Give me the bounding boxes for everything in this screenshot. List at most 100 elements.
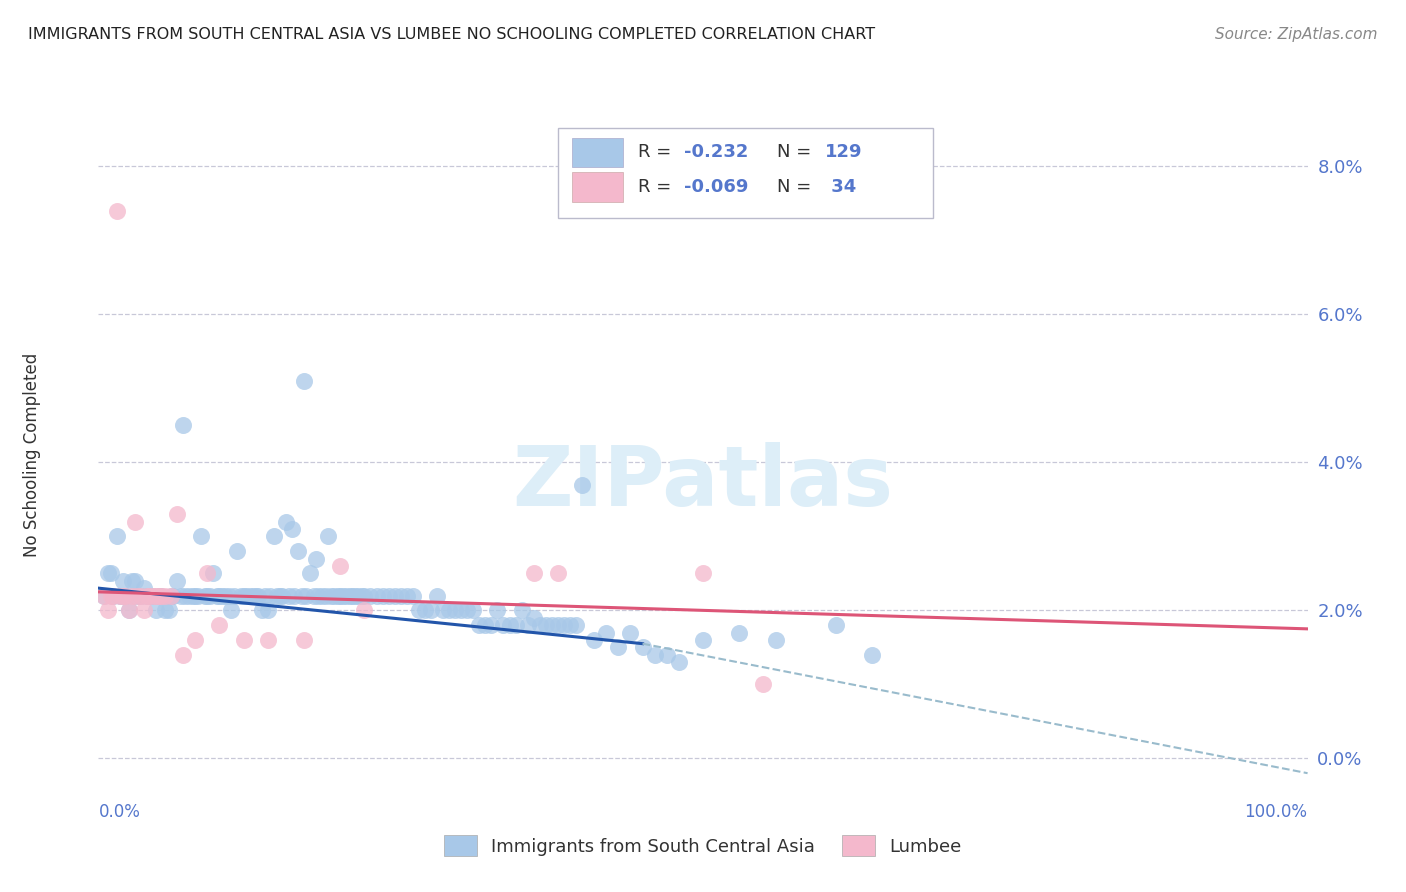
- Point: [269, 589, 291, 603]
- Point: [305, 551, 328, 566]
- Point: [644, 648, 666, 662]
- Point: [118, 603, 141, 617]
- Point: [114, 589, 136, 603]
- Point: [187, 589, 209, 603]
- Point: [765, 632, 787, 647]
- Point: [450, 603, 472, 617]
- Point: [169, 589, 191, 603]
- Text: No Schooling Completed: No Schooling Completed: [22, 353, 41, 557]
- Point: [553, 618, 575, 632]
- Point: [420, 603, 443, 617]
- Point: [160, 589, 183, 603]
- Legend: Immigrants from South Central Asia, Lumbee: Immigrants from South Central Asia, Lumb…: [437, 828, 969, 863]
- Point: [271, 589, 294, 603]
- Point: [205, 589, 228, 603]
- Point: [148, 589, 170, 603]
- Point: [474, 618, 496, 632]
- Point: [160, 589, 183, 603]
- Point: [129, 589, 152, 603]
- Point: [323, 589, 346, 603]
- Point: [162, 589, 184, 603]
- Point: [498, 618, 520, 632]
- Point: [360, 589, 382, 603]
- Point: [395, 589, 418, 603]
- Point: [97, 566, 120, 581]
- Point: [101, 589, 124, 603]
- Point: [105, 203, 128, 218]
- Text: -0.069: -0.069: [683, 178, 748, 196]
- Point: [492, 618, 515, 632]
- Point: [353, 603, 375, 617]
- Point: [308, 589, 330, 603]
- Point: [250, 603, 273, 617]
- Point: [523, 611, 546, 625]
- Point: [263, 529, 285, 543]
- Point: [166, 574, 188, 588]
- Point: [172, 418, 194, 433]
- Point: [315, 589, 337, 603]
- Point: [329, 558, 352, 573]
- Point: [595, 625, 617, 640]
- Point: [111, 574, 134, 588]
- Point: [547, 618, 569, 632]
- Point: [226, 544, 249, 558]
- Point: [384, 589, 406, 603]
- Point: [166, 507, 188, 521]
- Text: R =: R =: [638, 178, 676, 196]
- Point: [195, 589, 218, 603]
- Point: [529, 618, 551, 632]
- Point: [145, 603, 167, 617]
- Point: [211, 589, 233, 603]
- Text: R =: R =: [638, 144, 676, 161]
- Point: [256, 632, 278, 647]
- Point: [93, 589, 115, 603]
- Point: [619, 625, 641, 640]
- Point: [292, 374, 315, 388]
- Point: [468, 618, 491, 632]
- Point: [371, 589, 394, 603]
- Point: [311, 589, 333, 603]
- Point: [402, 589, 425, 603]
- Point: [295, 589, 318, 603]
- Point: [254, 589, 277, 603]
- Point: [332, 589, 354, 603]
- Point: [353, 589, 375, 603]
- Text: 100.0%: 100.0%: [1244, 803, 1308, 821]
- Point: [157, 603, 180, 617]
- Point: [232, 589, 254, 603]
- Point: [145, 589, 167, 603]
- Point: [184, 589, 207, 603]
- Point: [208, 618, 231, 632]
- Point: [292, 632, 315, 647]
- Point: [138, 589, 160, 603]
- Point: [127, 589, 149, 603]
- Point: [413, 603, 436, 617]
- Point: [121, 574, 143, 588]
- Point: [195, 566, 218, 581]
- Point: [607, 640, 630, 655]
- Point: [232, 632, 254, 647]
- Point: [583, 632, 606, 647]
- Point: [172, 648, 194, 662]
- Point: [481, 618, 503, 632]
- Text: ZIPatlas: ZIPatlas: [513, 442, 893, 524]
- Point: [329, 589, 352, 603]
- Point: [516, 618, 538, 632]
- Point: [114, 589, 136, 603]
- Point: [198, 589, 221, 603]
- Point: [692, 632, 714, 647]
- Point: [534, 618, 557, 632]
- Text: IMMIGRANTS FROM SOUTH CENTRAL ASIA VS LUMBEE NO SCHOOLING COMPLETED CORRELATION : IMMIGRANTS FROM SOUTH CENTRAL ASIA VS LU…: [28, 27, 876, 42]
- Point: [316, 529, 339, 543]
- Point: [281, 522, 304, 536]
- Point: [242, 589, 264, 603]
- Point: [278, 589, 301, 603]
- Point: [153, 603, 176, 617]
- Point: [523, 566, 546, 581]
- Point: [540, 618, 562, 632]
- Point: [326, 589, 349, 603]
- Point: [134, 581, 156, 595]
- Text: N =: N =: [776, 178, 817, 196]
- Point: [287, 544, 309, 558]
- Point: [728, 625, 751, 640]
